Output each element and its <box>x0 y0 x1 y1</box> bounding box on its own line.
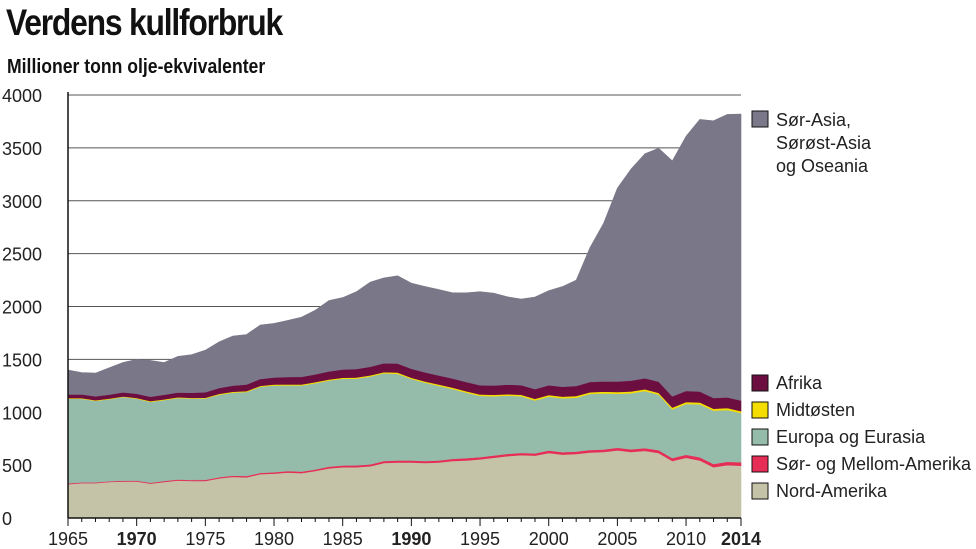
legend-label: Europa og Eurasia <box>776 427 926 447</box>
y-tick-label: 1500 <box>2 350 42 370</box>
series-areas <box>67 113 742 519</box>
legend-swatch <box>751 374 769 392</box>
y-tick-label: 500 <box>2 456 32 476</box>
legend-label: og Oseania <box>776 156 869 176</box>
y-tick-label: 2000 <box>2 298 42 318</box>
legend-swatch <box>751 401 769 419</box>
x-tick-label: 1965 <box>48 529 88 549</box>
y-tick-label: 4000 <box>2 86 42 106</box>
area-series-5 <box>67 113 742 401</box>
x-tick-label: 2014 <box>721 529 761 549</box>
y-tick-label: 2500 <box>2 245 42 265</box>
x-tick-label: 1985 <box>323 529 363 549</box>
y-tick-label: 3000 <box>2 192 42 212</box>
legend-label: Afrika <box>776 373 823 393</box>
x-tick-label: 1990 <box>391 529 431 549</box>
legend-label: Sør-Asia, <box>776 110 851 130</box>
legend-swatch <box>751 428 769 446</box>
chart-subtitle: Millioner tonn olje-ekvivalenter <box>7 56 266 78</box>
x-tick-label: 2000 <box>529 529 569 549</box>
legend-swatch <box>751 482 769 500</box>
legend: Afrika Midtøsten Europa og Eurasia Sør- og … <box>751 110 972 501</box>
legend-label: Sørøst-Asia <box>776 133 872 153</box>
x-tick-label: 1975 <box>185 529 225 549</box>
x-tick-label: 1970 <box>117 529 157 549</box>
y-tick-label: 1000 <box>2 403 42 423</box>
legend-label: Midtøsten <box>776 400 855 420</box>
legend-label: Nord-Amerika <box>776 481 888 501</box>
y-tick-label: 3500 <box>2 139 42 159</box>
y-tick-label: 0 <box>2 509 12 529</box>
legend-swatch <box>751 110 769 128</box>
x-tick-label: 2005 <box>597 529 637 549</box>
legend-swatch <box>751 455 769 473</box>
chart-title: Verdens kullforbruk <box>6 2 283 43</box>
legend-label: Sør- og Mellom-Amerika <box>776 454 972 474</box>
x-tick-label: 1980 <box>254 529 294 549</box>
x-tick-label: 1995 <box>460 529 500 549</box>
axes: 0 500 1000 1500 2000 2500 3000 3500 4000 1965 1970… <box>2 86 761 549</box>
x-tick-label: 2010 <box>666 529 706 549</box>
